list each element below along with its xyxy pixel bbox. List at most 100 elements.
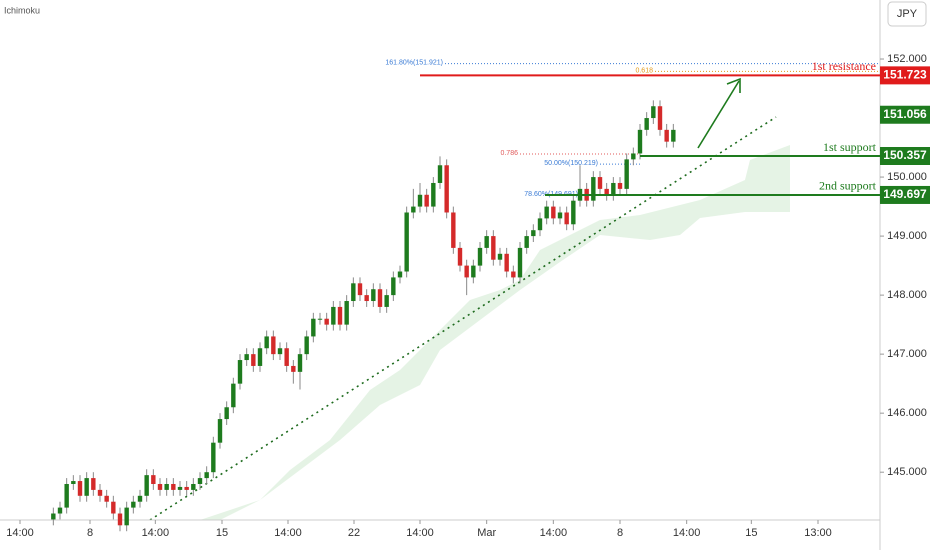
candle-body bbox=[564, 212, 569, 225]
x-tick-label: 14:00 bbox=[274, 527, 302, 539]
candle-body bbox=[431, 182, 436, 207]
candle-body bbox=[264, 336, 269, 349]
candle-body bbox=[117, 513, 123, 526]
candle-body bbox=[151, 475, 156, 484]
candle-body bbox=[551, 206, 556, 219]
level-label: 2nd support bbox=[819, 179, 877, 193]
x-tick-label: 14:00 bbox=[406, 527, 434, 539]
candle-body bbox=[77, 481, 83, 496]
candle-body bbox=[404, 212, 409, 272]
candle-body bbox=[371, 289, 376, 302]
candle-body bbox=[477, 247, 483, 266]
candle-body bbox=[397, 271, 403, 278]
candle-body bbox=[411, 206, 416, 213]
x-tick-label: 14:00 bbox=[142, 527, 170, 539]
candle-body bbox=[484, 236, 489, 248]
x-tick-label: 15 bbox=[745, 527, 757, 539]
candle-body bbox=[91, 478, 96, 490]
candle-body bbox=[137, 495, 143, 502]
candle-body bbox=[271, 336, 276, 355]
x-tick-label: 14:00 bbox=[6, 527, 34, 539]
candle-body bbox=[184, 486, 189, 490]
x-tick-label: 13:00 bbox=[804, 527, 832, 539]
candle-body bbox=[251, 354, 256, 366]
candle-body bbox=[604, 188, 609, 195]
price-box bbox=[880, 66, 930, 85]
currency: JPY bbox=[897, 8, 918, 20]
candle-body bbox=[177, 486, 183, 490]
candle-body bbox=[337, 306, 343, 325]
x-tick-label: 8 bbox=[87, 527, 93, 539]
fib-label: 0.786 bbox=[500, 150, 518, 157]
candle-body bbox=[97, 489, 103, 496]
y-tick-label: 148.000 bbox=[887, 289, 927, 301]
level-label: 1st resistance bbox=[812, 59, 876, 73]
candle-body bbox=[297, 354, 303, 372]
candle-body bbox=[671, 129, 676, 142]
x-tick-label: 8 bbox=[617, 527, 623, 539]
ichimoku-cloud bbox=[200, 145, 790, 520]
candle-body bbox=[317, 318, 323, 320]
candle-body bbox=[437, 165, 443, 183]
candle-body bbox=[544, 206, 549, 219]
x-tick-label: 22 bbox=[348, 527, 360, 539]
candle-body bbox=[531, 230, 536, 237]
candle-body bbox=[637, 129, 643, 154]
candle-body bbox=[244, 354, 249, 361]
candle-body bbox=[84, 478, 89, 496]
candle-body bbox=[191, 483, 196, 490]
x-tick-label: 14:00 bbox=[540, 527, 568, 539]
candle-body bbox=[277, 348, 283, 355]
candle-body bbox=[517, 247, 523, 278]
candle-body bbox=[231, 383, 236, 408]
candle-body bbox=[524, 236, 529, 248]
candle-body bbox=[497, 253, 503, 260]
fib-label: 50.00%(150.219) bbox=[544, 160, 598, 167]
candle-body bbox=[644, 118, 649, 130]
candle-body bbox=[364, 295, 369, 302]
candle-body bbox=[591, 177, 596, 201]
candle-body bbox=[131, 501, 136, 508]
arrow bbox=[697, 77, 741, 149]
price-box bbox=[880, 185, 930, 204]
candle-body bbox=[537, 218, 543, 231]
candle-body bbox=[631, 153, 636, 160]
x-tick-label: 15 bbox=[216, 527, 228, 539]
candle-body bbox=[204, 472, 209, 479]
candle-body bbox=[657, 106, 663, 130]
fib-label: 0.618 bbox=[635, 67, 653, 74]
price-box bbox=[880, 105, 930, 124]
candle-body bbox=[611, 182, 616, 195]
candle-body bbox=[51, 513, 56, 520]
candle-body bbox=[384, 295, 389, 307]
candle-body bbox=[171, 483, 176, 490]
candle-body bbox=[617, 182, 623, 189]
candle-body bbox=[424, 194, 429, 207]
candle-body bbox=[311, 318, 316, 337]
fib-label: 161.80%(151.921) bbox=[385, 60, 443, 67]
indicator-label: Ichimoku bbox=[4, 5, 40, 15]
last-price-label: 151.056 bbox=[883, 107, 927, 121]
y-tick-label: 149.000 bbox=[887, 230, 927, 242]
candle-body bbox=[237, 360, 243, 384]
candle-body bbox=[64, 483, 69, 508]
candle-body bbox=[344, 301, 349, 325]
candle-body bbox=[571, 200, 576, 225]
candle-body bbox=[331, 306, 336, 325]
candle-body bbox=[651, 106, 656, 119]
trend-line bbox=[149, 116, 777, 521]
candle-body bbox=[357, 283, 363, 296]
level-label: 1st support bbox=[823, 140, 877, 154]
y-tick-label: 152.000 bbox=[887, 53, 927, 65]
candle-body bbox=[391, 277, 396, 296]
currency-box[interactable] bbox=[887, 1, 927, 27]
candle-body bbox=[217, 419, 223, 443]
candle-body bbox=[624, 159, 629, 189]
price-box-label: 150.357 bbox=[883, 148, 927, 162]
candle-body bbox=[417, 194, 423, 207]
candle-body bbox=[471, 265, 476, 278]
candle-body bbox=[211, 442, 216, 473]
candle-body bbox=[104, 495, 109, 502]
candle-body bbox=[504, 253, 509, 272]
candle-body bbox=[164, 483, 169, 490]
